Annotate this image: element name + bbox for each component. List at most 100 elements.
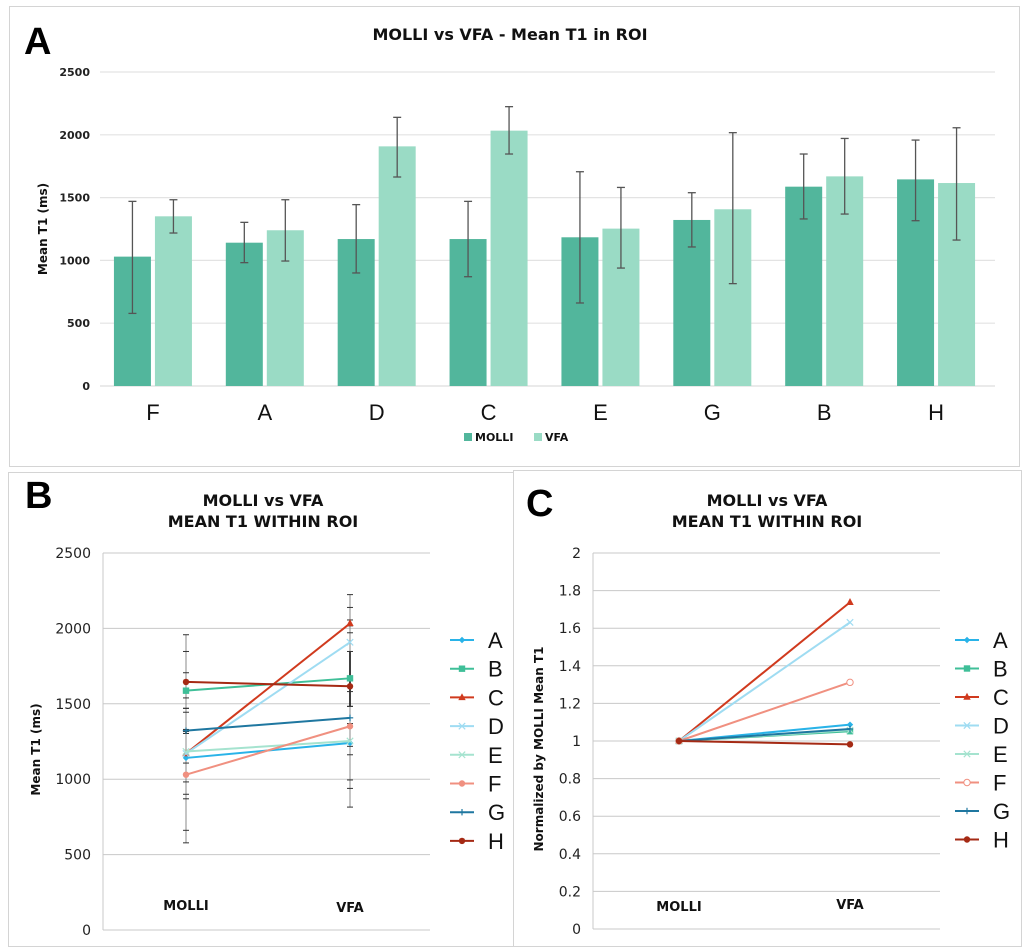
- legend-marker-h: [458, 837, 466, 845]
- series-line-h: [678, 740, 851, 746]
- legend-label-a: A: [993, 628, 1008, 653]
- y-tick-label-a: 0: [82, 380, 90, 393]
- legend-label-d: D: [993, 714, 1009, 739]
- bar-chart-a: MOLLI vs VFA - Mean T1 in ROI 0 500 1000 150…: [36, 25, 995, 444]
- y-tick-label-b: 0: [82, 923, 91, 939]
- legend-label-e: E: [488, 743, 503, 768]
- legend-marker-f: [963, 778, 971, 787]
- series-line-e: [185, 740, 351, 753]
- marker-d-vfa: [846, 618, 854, 626]
- bar-vfa-c: [490, 130, 528, 386]
- legend-label-vfa: VFA: [545, 431, 569, 444]
- panel-letter-c: C: [526, 483, 554, 525]
- marker-e-molli: [182, 747, 190, 756]
- legend-label-g: G: [488, 800, 505, 825]
- legend-marker-e: [458, 751, 466, 759]
- legend-marker-e-stroke: [963, 750, 971, 758]
- line-chart-c: MOLLI vs VFA MEAN T1 WITHIN ROI 0 0.2 0.4 0.6…: [532, 491, 1010, 938]
- marker-c-vfa: [846, 598, 854, 605]
- x-tick-label-a: A: [257, 400, 272, 425]
- marker-d-vfa-stroke: [346, 638, 354, 646]
- line-chart-b: MOLLI vs VFA MEAN T1 WITHIN ROI 0 500 1000 15…: [29, 491, 505, 939]
- y-tick-label-c: 2: [572, 546, 581, 562]
- legend-label-f: F: [993, 771, 1006, 796]
- legend-marker-d: [458, 722, 466, 730]
- y-tick-label-c: 1.4: [559, 659, 581, 675]
- chart-title-line2-b: MEAN T1 WITHIN ROI: [168, 512, 359, 531]
- marker-e-vfa-stroke: [346, 737, 354, 745]
- series-line-d: [678, 621, 851, 742]
- marker-e-molli-stroke: [182, 747, 190, 756]
- legend-marker-h: [963, 836, 971, 843]
- y-tick-label-c: 1.2: [559, 696, 581, 712]
- legend-label-a: A: [488, 628, 503, 653]
- y-tick-label-a: 2500: [59, 66, 90, 79]
- legend-marker-d: [963, 721, 971, 730]
- legend-label-c: C: [993, 685, 1009, 710]
- y-tick-label-c: 0.2: [559, 884, 581, 900]
- legend-marker-a: [458, 636, 466, 644]
- y-tick-label-c: 0.8: [559, 772, 581, 788]
- y-tick-label-b: 2500: [55, 546, 91, 562]
- legend-marker-c: [963, 692, 971, 700]
- series-line-g: [678, 727, 851, 742]
- legend-label-h: H: [993, 828, 1009, 853]
- x-tick-label-a: E: [593, 400, 608, 425]
- legend-label-d: D: [488, 714, 504, 739]
- legend-marker-a: [963, 636, 971, 644]
- x-tick-label-a: F: [146, 400, 159, 425]
- y-tick-label-a: 500: [67, 317, 90, 330]
- panel-b: B: [8, 472, 514, 947]
- panel-c: C: [513, 470, 1022, 947]
- y-tick-label-c: 0.6: [559, 809, 581, 825]
- y-tick-label-b: 2000: [55, 621, 91, 637]
- y-axis-label-b: Mean T1 (ms): [29, 703, 43, 795]
- x-tick-label-a: G: [704, 400, 721, 425]
- y-axis-label-c: Normalized by MOLLI Mean T1: [532, 646, 546, 851]
- legend-swatch-vfa: [534, 433, 542, 441]
- marker-d-vfa: [346, 638, 354, 646]
- y-tick-label-c: 1: [572, 734, 581, 750]
- legend-marker-d-stroke: [458, 722, 466, 730]
- bar-molli-g: [673, 219, 711, 386]
- legend-marker-e-stroke: [458, 751, 466, 759]
- marker-d-vfa-stroke: [846, 618, 854, 626]
- y-tick-label-c: 1.6: [559, 621, 581, 637]
- legend-label-f: F: [488, 772, 501, 797]
- marker-e-vfa: [346, 737, 354, 745]
- y-tick-label-c: 0.4: [559, 847, 581, 863]
- chart-title-a: MOLLI vs VFA - Mean T1 in ROI: [372, 25, 647, 44]
- series-line-f: [185, 725, 351, 776]
- marker-g-molli: [182, 727, 190, 734]
- marker-a-molli: [182, 754, 190, 762]
- y-tick-label-a: 1000: [59, 254, 90, 267]
- y-tick-label-b: 1000: [55, 772, 91, 788]
- x-tick-label-b: VFA: [336, 901, 364, 916]
- series-line-f: [678, 681, 851, 742]
- x-tick-label-a: B: [817, 400, 832, 425]
- series-line-c: [185, 622, 351, 755]
- bar-molli-b: [785, 186, 823, 386]
- marker-a-vfa: [846, 721, 854, 728]
- legend-marker-g: [963, 807, 971, 815]
- legend-marker-e: [963, 750, 971, 758]
- panel-letter-a: A: [24, 21, 52, 63]
- panel-letter-b: B: [25, 475, 53, 517]
- series-line-c: [678, 601, 851, 742]
- marker-h-vfa: [346, 683, 354, 690]
- marker-g-vfa: [346, 714, 354, 722]
- marker-c-vfa: [346, 619, 354, 627]
- series-line-h: [185, 680, 351, 688]
- y-tick-label-a: 2000: [59, 129, 90, 142]
- bar-molli-a: [225, 242, 263, 386]
- legend-marker-b: [963, 665, 971, 672]
- y-tick-label-b: 1500: [55, 697, 91, 713]
- legend-label-c: C: [488, 685, 504, 710]
- legend-swatch-molli: [464, 433, 472, 441]
- legend-label-g: G: [993, 799, 1010, 824]
- legend-label-e: E: [993, 742, 1008, 767]
- legend-label-b: B: [488, 657, 503, 682]
- chart-title-line2-c: MEAN T1 WITHIN ROI: [672, 512, 863, 531]
- y-tick-label-b: 500: [64, 848, 91, 864]
